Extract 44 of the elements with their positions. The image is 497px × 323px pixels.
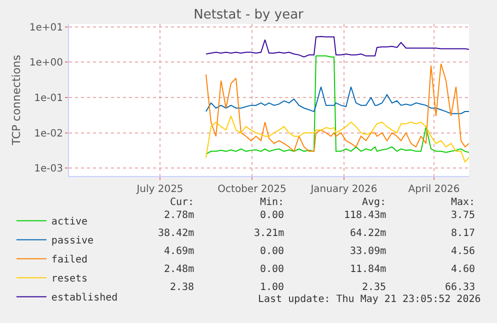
text: Min: (260, 197, 284, 208)
text: Cur: (170, 197, 194, 208)
text: 11.84m (350, 264, 386, 275)
text: 2.48m (164, 264, 194, 275)
x-tick-label: January 2026 (310, 184, 378, 195)
line-series (206, 86, 469, 114)
text: 1.00 (260, 282, 284, 293)
y-tick-label: 1e-03 (34, 164, 63, 175)
y-tick-label: 1e-02 (34, 128, 63, 140)
text: 3.21m (254, 228, 284, 239)
text: 8.17 (451, 228, 476, 239)
text: 4.60 (451, 264, 476, 275)
text: 2.38 (170, 282, 194, 293)
legend-label: established (51, 292, 118, 304)
text: Last update: Thu May 21 23:05:52 2026 (258, 294, 481, 305)
text: 38.42m (158, 228, 194, 239)
y-tick-label: 1e+01 (29, 22, 63, 34)
x-tick-label: October 2025 (218, 184, 286, 195)
text: 2.35 (362, 282, 386, 293)
text: 66.33 (445, 282, 476, 293)
text: 0.00 (260, 264, 284, 275)
legend-label: failed (51, 254, 88, 266)
x-tick-label: July 2025 (136, 184, 184, 195)
chart-title: Netstat - by year (194, 8, 304, 23)
y-axis-title: TCP connections (10, 54, 24, 146)
y-tick-label: 1e+00 (29, 58, 63, 69)
text: 118.43m (344, 210, 386, 221)
text: 0.00 (260, 246, 284, 257)
text: 4.56 (451, 246, 476, 257)
x-tick-label: April 2026 (408, 184, 460, 195)
text: 4.69m (164, 246, 194, 257)
y-tick-label: 1e-01 (34, 92, 63, 104)
legend-label: active (51, 216, 88, 228)
line-series (206, 115, 469, 162)
text: 3.75 (451, 210, 476, 221)
text: Max: (451, 197, 476, 208)
text: 64.22m (350, 228, 386, 239)
text: 2.78m (164, 210, 194, 221)
line-series (206, 36, 469, 58)
text: Avg: (362, 197, 386, 208)
legend-label: resets (51, 274, 88, 285)
legend-label: passive (51, 236, 94, 247)
text: 33.09m (350, 246, 386, 257)
text: 0.00 (260, 210, 284, 221)
